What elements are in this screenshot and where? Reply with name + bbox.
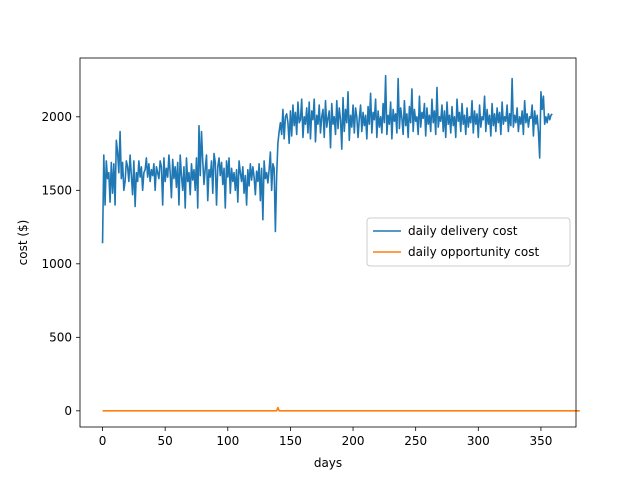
x-tick-label: 350: [529, 434, 552, 448]
series-layer: [101, 74, 580, 412]
y-axis-label: cost ($): [16, 220, 30, 266]
legend-box: [366, 217, 571, 267]
x-tick-label: 250: [404, 434, 427, 448]
x-tick-label: 50: [158, 434, 173, 448]
x-axis-ticks: 0 50 100 150 200 250 300 350: [99, 427, 552, 448]
x-tick-label: 150: [279, 434, 302, 448]
y-axis-ticks: 0 500 1000 1500 2000: [41, 110, 80, 418]
legend: daily delivery cost daily opportunity cos…: [366, 217, 571, 267]
y-tick-label: 500: [49, 330, 72, 344]
legend-label-0: daily delivery cost: [408, 224, 518, 238]
plot-frame: [79, 57, 577, 428]
series-line-1: [102, 406, 580, 412]
y-tick-label: 0: [64, 404, 72, 418]
x-tick-label: 300: [467, 434, 490, 448]
legend-label-1: daily opportunity cost: [408, 245, 539, 259]
x-tick-label: 200: [342, 434, 365, 448]
x-tick-label: 0: [99, 434, 107, 448]
y-tick-label: 1000: [41, 257, 72, 271]
y-tick-label: 2000: [41, 110, 72, 124]
x-tick-label: 100: [216, 434, 239, 448]
x-axis-label: days: [314, 456, 342, 470]
y-tick-label: 1500: [41, 183, 72, 197]
series-line-0: [101, 74, 553, 244]
